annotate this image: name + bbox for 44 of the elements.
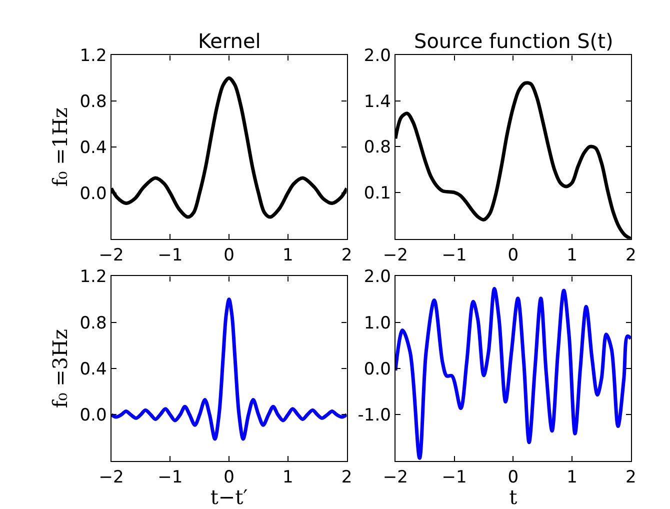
y-tick-label: 0.0 — [364, 359, 391, 380]
x-tick-label: 0 — [224, 245, 234, 266]
x-axis-title: t−t′ — [210, 485, 248, 509]
x-tick-label: 1 — [282, 467, 294, 488]
x-tick-label: −2 — [98, 245, 124, 266]
y-tick-label: 0.1 — [364, 183, 391, 204]
x-tick-label: 1 — [282, 245, 294, 266]
chart-title: Kernel — [198, 29, 261, 53]
y-tick-label: -1.0 — [358, 406, 391, 426]
x-tick-label: 1 — [566, 467, 578, 488]
y-tick-label: 1.0 — [364, 313, 391, 334]
x-tick-label: 1 — [566, 245, 578, 266]
x-tick-label: −2 — [98, 467, 124, 488]
x-tick-label: 2 — [341, 467, 352, 488]
line-series — [111, 298, 347, 441]
y-axis-title: f₀ =1Hz — [48, 107, 72, 187]
y-tick-label: 2.0 — [364, 46, 391, 66]
y-tick-label: 0.0 — [80, 406, 107, 426]
x-tick-label: 2 — [626, 245, 636, 266]
x-tick-label: −1 — [158, 245, 183, 266]
y-tick-label: 2.0 — [364, 267, 391, 288]
x-tick-label: 0 — [508, 245, 519, 266]
y-tick-label: 0.8 — [80, 313, 107, 334]
y-tick-label: 1.4 — [364, 92, 391, 112]
y-tick-label: 0.8 — [364, 138, 391, 158]
x-tick-label: −2 — [382, 467, 408, 488]
x-tick-label: 0 — [224, 467, 234, 488]
y-tick-label: 0.4 — [80, 138, 107, 158]
x-tick-label: −1 — [442, 467, 467, 488]
y-axis-title: f₀ =3Hz — [48, 328, 72, 408]
x-tick-label: 2 — [626, 467, 636, 488]
x-axis-title: t — [509, 485, 518, 509]
x-tick-label: −1 — [442, 245, 467, 266]
y-tick-label: 0.4 — [80, 359, 107, 380]
y-tick-label: 1.2 — [80, 46, 107, 66]
x-tick-label: −1 — [158, 467, 183, 488]
line-series — [395, 286, 631, 460]
x-tick-label: 2 — [341, 245, 352, 266]
y-tick-label: 0.8 — [80, 92, 107, 112]
x-tick-label: 0 — [508, 467, 519, 488]
y-tick-label: 1.2 — [80, 267, 107, 288]
x-tick-label: −2 — [382, 245, 408, 266]
y-tick-label: 0.0 — [80, 184, 107, 204]
chart-title: Source function S(t) — [414, 29, 614, 53]
